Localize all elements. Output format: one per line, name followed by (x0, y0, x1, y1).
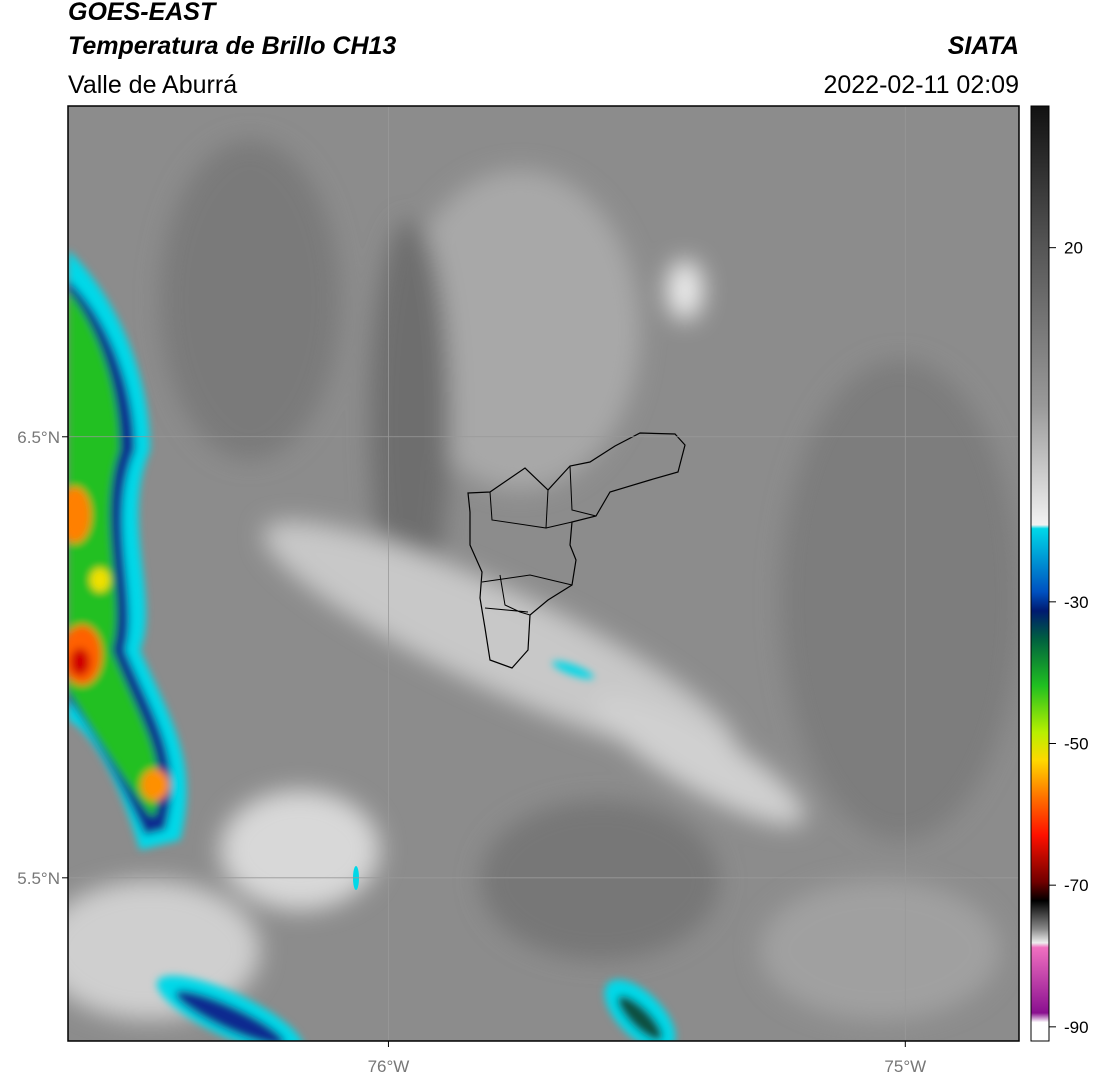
title: GOES-EAST (68, 0, 218, 26)
colorbar-tick-label: -50 (1064, 735, 1089, 754)
colorbar-tick-label: -30 (1064, 593, 1089, 612)
map-frame (67, 105, 1020, 1042)
colorbar (1030, 105, 1050, 1042)
y-tick-label: 6.5°N (17, 428, 60, 447)
colorbar-tick-label: -70 (1064, 876, 1089, 895)
colorbar-tick-label: 20 (1064, 239, 1083, 258)
x-tick-label: 76°W (368, 1057, 410, 1076)
source: SIATA (948, 32, 1019, 60)
datetime: 2022-02-11 02:09 (823, 71, 1019, 99)
x-tick-label: 75°W (884, 1057, 926, 1076)
colorbar-tick-label: -90 (1064, 1018, 1089, 1037)
y-tick-label: 5.5°N (17, 869, 60, 888)
subtitle: Temperatura de Brillo CH13 (68, 32, 396, 60)
region: Valle de Aburrá (68, 71, 237, 99)
graticule (68, 106, 1019, 1041)
satellite-image (68, 106, 1019, 1041)
